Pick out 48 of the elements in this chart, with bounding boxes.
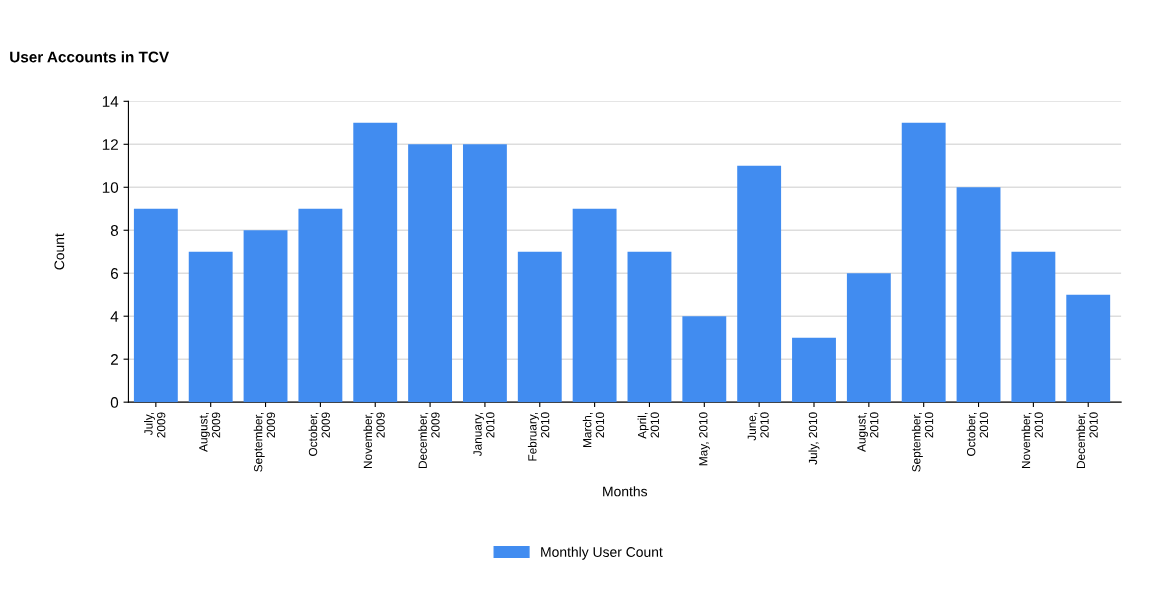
x-tick-label: November, 2009 (363, 412, 385, 469)
x-tick-label: August, 2010 (857, 412, 879, 452)
bar (901, 122, 946, 403)
x-tick-label: December, 2009 (418, 412, 440, 469)
x-axis-title: Months (603, 486, 648, 497)
x-tick-label: December, 2010 (1076, 412, 1098, 469)
y-tick-label: 10 (102, 182, 119, 193)
bar (846, 273, 891, 403)
x-tick-label: November, 2010 (1021, 412, 1043, 469)
bar (517, 251, 562, 403)
x-tick-label: August, 2009 (199, 412, 221, 452)
x-tick-label: July, 2010 (808, 412, 820, 465)
bar (1066, 294, 1111, 403)
y-tick-label: 6 (110, 268, 119, 279)
x-tick-label: October, 2009 (308, 412, 330, 456)
x-tick-label: March, 2010 (582, 412, 605, 447)
x-tick-label: September, 2010 (911, 412, 934, 472)
y-axis-title: Count (54, 233, 65, 270)
bar (737, 165, 782, 403)
bar (627, 251, 672, 403)
x-tick-label: January, 2010 (473, 412, 495, 457)
bar (133, 208, 178, 403)
x-tick-label: June, 2010 (747, 412, 769, 441)
y-tick-label: 2 (110, 354, 118, 365)
bar (462, 144, 507, 403)
bar (188, 251, 233, 403)
bar (682, 316, 727, 403)
y-tick-label: 0 (110, 397, 119, 408)
x-tick-label: April, 2010 (637, 412, 659, 439)
bar (353, 122, 398, 403)
bar (408, 144, 453, 403)
y-tick-label: 4 (110, 311, 119, 322)
x-tick-label: May, 2010 (699, 412, 710, 466)
x-tick-label: February, 2010 (527, 412, 550, 461)
y-tick-label: 12 (102, 139, 118, 150)
bar (792, 337, 836, 403)
legend-label: Monthly User Count (541, 546, 663, 560)
chart-title: User Accounts in TCV (10, 51, 170, 63)
x-tick-label: July, 2009 (143, 412, 166, 438)
bar (1011, 251, 1056, 403)
x-tick-label: October, 2010 (966, 412, 989, 456)
bar (243, 230, 288, 403)
bar (956, 187, 1001, 403)
y-tick-label: 8 (110, 225, 119, 236)
bar (572, 208, 617, 403)
y-tick-label: 14 (102, 96, 119, 107)
x-tick-label: September, 2009 (253, 412, 276, 472)
bar (298, 208, 343, 403)
